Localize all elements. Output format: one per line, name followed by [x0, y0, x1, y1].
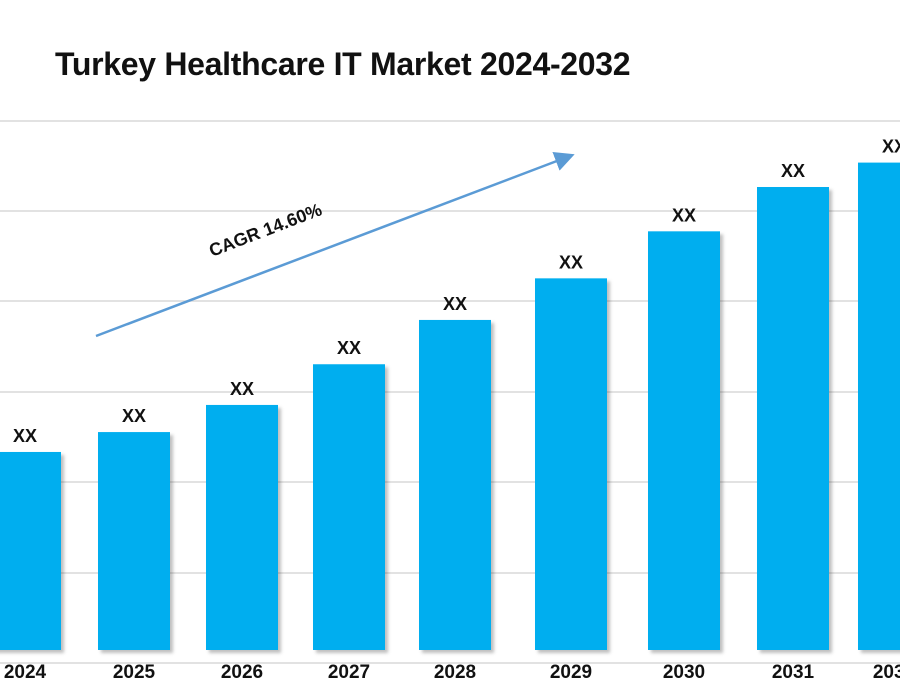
x-tick-label: 2029 — [550, 662, 592, 683]
x-tick-label: 2027 — [328, 662, 370, 683]
x-tick-label: 2030 — [663, 662, 705, 683]
data-label: XX — [337, 338, 361, 358]
bar-2024 — [0, 451, 61, 650]
data-label: XX — [882, 137, 900, 157]
cagr-annotation: CAGR 14.60% — [206, 199, 324, 260]
data-label: XX — [559, 252, 583, 272]
data-label: XX — [13, 426, 37, 446]
bar-2027 — [313, 364, 385, 650]
bar-2032 — [858, 162, 900, 650]
bar-2031 — [757, 187, 829, 650]
data-label: XX — [122, 406, 146, 426]
x-tick-label: 2026 — [221, 662, 263, 683]
bar-2030 — [648, 231, 720, 651]
x-tick-label: 2031 — [772, 662, 815, 683]
x-tick-label: 2024 — [4, 662, 47, 683]
data-label: XX — [781, 161, 805, 181]
x-tick-label: 2032 — [873, 662, 900, 683]
bar-2029 — [535, 278, 607, 650]
cagr-arrow — [95, 151, 575, 338]
chart-title: Turkey Healthcare IT Market 2024-2032 — [55, 46, 631, 82]
data-label: XX — [672, 205, 696, 225]
bar-2028 — [419, 319, 491, 650]
data-label: XX — [443, 294, 467, 314]
data-label: XX — [230, 379, 254, 399]
bar-2026 — [206, 404, 278, 650]
x-tick-label: 2028 — [434, 662, 476, 683]
bar-2025 — [98, 432, 170, 650]
x-tick-label: 2025 — [113, 662, 156, 683]
